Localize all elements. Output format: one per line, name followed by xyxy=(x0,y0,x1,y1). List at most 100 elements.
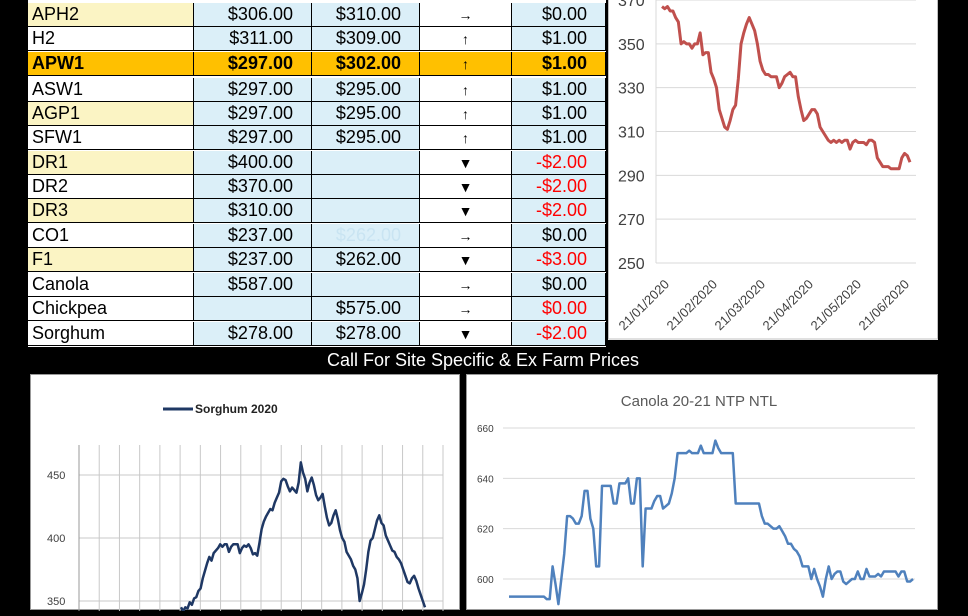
trend-arrow-icon: ▼ xyxy=(420,322,512,345)
price-value-2: $310.00 xyxy=(312,3,420,26)
price-value-1 xyxy=(194,297,312,320)
price-value-2: $309.00 xyxy=(312,27,420,50)
commodity-name: DR1 xyxy=(28,151,194,174)
commodity-name: ASW1 xyxy=(28,78,194,101)
price-change: $1.00 xyxy=(512,78,606,101)
y-tick-label: 450 xyxy=(47,470,65,482)
price-change: $0.00 xyxy=(512,297,606,320)
price-value-1: $237.00 xyxy=(194,224,312,247)
price-change: $1.00 xyxy=(512,52,606,75)
price-change: -$2.00 xyxy=(512,175,606,198)
price-value-1: $278.00 xyxy=(194,322,312,345)
trend-arrow-icon: ↑ xyxy=(420,126,512,149)
canola-price-chart: Canola 20-21 NTP NTL 600 620 640 660 xyxy=(477,393,915,606)
x-tick-label: 21/01/2020 xyxy=(615,277,672,334)
price-change: -$2.00 xyxy=(512,151,606,174)
price-value-1: $237.00 xyxy=(194,248,312,271)
table-row: CO1 $237.00 $262.00 → $0.00 xyxy=(28,224,606,248)
table-row: Chickpea $575.00 → $0.00 xyxy=(28,297,606,321)
price-value-2 xyxy=(312,151,420,174)
price-value-2: $295.00 xyxy=(312,126,420,149)
price-change: $0.00 xyxy=(512,3,606,26)
trend-arrow-icon: ▼ xyxy=(420,248,512,271)
price-value-1: $297.00 xyxy=(194,78,312,101)
table-row: DR2 $370.00 ▼ -$2.00 xyxy=(28,175,606,199)
x-tick-label: 21/02/2020 xyxy=(663,277,720,334)
y-tick-label: 250 xyxy=(618,256,645,273)
price-value-2: $278.00 xyxy=(312,322,420,345)
y-tick-label: 310 xyxy=(618,125,645,142)
trend-arrow-icon: ▼ xyxy=(420,199,512,222)
commodity-name: Canola xyxy=(28,273,194,296)
trend-arrow-icon: ↑ xyxy=(420,52,512,75)
price-value-1: $297.00 xyxy=(194,102,312,125)
price-value-1: $370.00 xyxy=(194,175,312,198)
trend-arrow-icon: → xyxy=(420,3,512,26)
y-tick-label: 350 xyxy=(47,596,65,608)
price-value-1: $306.00 xyxy=(194,3,312,26)
sorghum-price-chart: 350 400 450 Sorghum 2020 xyxy=(47,402,444,613)
price-value-2: $262.00 xyxy=(312,224,420,247)
price-value-2 xyxy=(312,273,420,296)
price-change: $0.00 xyxy=(512,273,606,296)
table-row: AGP1 $297.00 $295.00 ↑ $1.00 xyxy=(28,102,606,126)
trend-arrow-icon: ↑ xyxy=(420,78,512,101)
trend-arrow-icon: → xyxy=(420,297,512,320)
apw-price-chart: 250 270 290 310 330 350 370 21/01/202021/02/202… xyxy=(608,0,938,340)
canola-chart-panel: Canola 20-21 NTP NTL 600 620 640 660 xyxy=(466,374,938,610)
x-tick-label: 21/05/2020 xyxy=(807,277,864,334)
commodity-name: APH2 xyxy=(28,3,194,26)
chart-border xyxy=(608,0,938,340)
price-value-2: $295.00 xyxy=(312,102,420,125)
y-tick-label: 290 xyxy=(618,168,645,185)
table-row: SFW1 $297.00 $295.00 ↑ $1.00 xyxy=(28,126,606,150)
price-value-2: $295.00 xyxy=(312,78,420,101)
table-row: ASW1 $297.00 $295.00 ↑ $1.00 xyxy=(28,78,606,102)
price-value-2: $262.00 xyxy=(312,248,420,271)
commodity-name: Chickpea xyxy=(28,297,194,320)
price-value-2: $302.00 xyxy=(312,52,420,75)
x-tick-label: 21/04/2020 xyxy=(759,277,816,334)
table-row: Sorghum $278.00 $278.00 ▼ -$2.00 xyxy=(28,322,606,346)
commodity-name: DR3 xyxy=(28,199,194,222)
price-series-line xyxy=(661,5,912,171)
trend-arrow-icon: ▼ xyxy=(420,175,512,198)
y-tick-label: 270 xyxy=(618,212,645,229)
y-tick-label: 640 xyxy=(477,474,494,485)
price-table: APH2 $306.00 $310.00 → $0.00 H2 $311.00 $309.00… xyxy=(28,0,606,347)
table-row: F1 $237.00 $262.00 ▼ -$3.00 xyxy=(28,248,606,272)
price-change: -$2.00 xyxy=(512,322,606,345)
commodity-name: F1 xyxy=(28,248,194,271)
table-row: DR1 $400.00 ▼ -$2.00 xyxy=(28,151,606,175)
site-specific-banner: Call For Site Specific & Ex Farm Prices xyxy=(28,348,938,372)
trend-arrow-icon: ↑ xyxy=(420,102,512,125)
table-row: APH2 $306.00 $310.00 → $0.00 xyxy=(28,3,606,27)
y-tick-label: 620 xyxy=(477,525,494,536)
trend-arrow-icon: ↑ xyxy=(420,27,512,50)
price-value-1: $311.00 xyxy=(194,27,312,50)
sorghum-series-line xyxy=(179,461,427,613)
trend-arrow-icon: ▼ xyxy=(420,151,512,174)
apw-chart-panel: 250 270 290 310 330 350 370 21/01/2020 21/02/202… xyxy=(608,0,938,340)
commodity-name: Sorghum xyxy=(28,322,194,345)
price-change: $1.00 xyxy=(512,126,606,149)
price-value-1: $297.00 xyxy=(194,126,312,149)
legend-label: Sorghum 2020 xyxy=(195,402,278,416)
commodity-name: SFW1 xyxy=(28,126,194,149)
table-row: Canola $587.00 → $0.00 xyxy=(28,273,606,297)
price-value-2: $575.00 xyxy=(312,297,420,320)
table-row: APW1 $297.00 $302.00 ↑ $1.00 xyxy=(28,52,606,76)
table-row: H2 $311.00 $309.00 ↑ $1.00 xyxy=(28,27,606,51)
trend-arrow-icon: → xyxy=(420,224,512,247)
price-change: $1.00 xyxy=(512,27,606,50)
sorghum-chart-panel: 350 400 450 Sorghum 2020 xyxy=(30,374,460,613)
trend-arrow-icon: → xyxy=(420,273,512,296)
price-change: -$3.00 xyxy=(512,248,606,271)
price-value-1: $587.00 xyxy=(194,273,312,296)
canola-series-line xyxy=(509,439,914,606)
y-tick-label: 600 xyxy=(477,575,494,586)
y-tick-label: 350 xyxy=(618,37,645,54)
price-change: $0.00 xyxy=(512,224,606,247)
price-value-1: $310.00 xyxy=(194,199,312,222)
commodity-name: AGP1 xyxy=(28,102,194,125)
